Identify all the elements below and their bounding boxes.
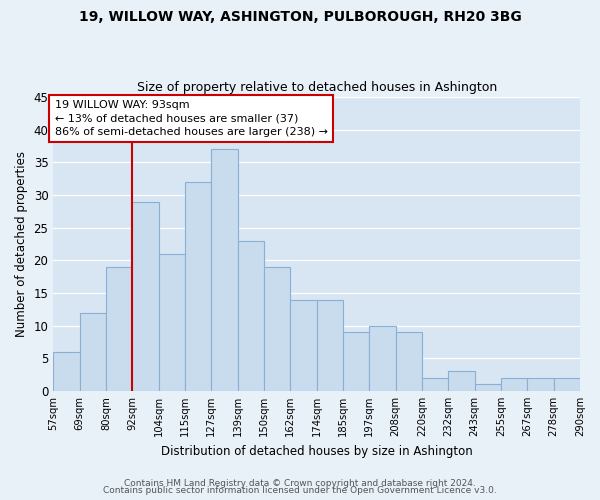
Y-axis label: Number of detached properties: Number of detached properties	[15, 151, 28, 337]
Bar	[158, 254, 185, 391]
Text: 19 WILLOW WAY: 93sqm
← 13% of detached houses are smaller (37)
86% of semi-detac: 19 WILLOW WAY: 93sqm ← 13% of detached h…	[55, 100, 328, 136]
Bar	[264, 267, 290, 391]
Bar	[53, 352, 80, 391]
Title: Size of property relative to detached houses in Ashington: Size of property relative to detached ho…	[137, 82, 497, 94]
Bar	[317, 300, 343, 391]
Text: 19, WILLOW WAY, ASHINGTON, PULBOROUGH, RH20 3BG: 19, WILLOW WAY, ASHINGTON, PULBOROUGH, R…	[79, 10, 521, 24]
Bar	[106, 267, 132, 391]
Bar	[501, 378, 527, 391]
Bar	[448, 372, 475, 391]
Bar	[211, 150, 238, 391]
Bar	[290, 300, 317, 391]
Bar	[238, 240, 264, 391]
Bar	[475, 384, 501, 391]
X-axis label: Distribution of detached houses by size in Ashington: Distribution of detached houses by size …	[161, 444, 473, 458]
Text: Contains HM Land Registry data © Crown copyright and database right 2024.: Contains HM Land Registry data © Crown c…	[124, 478, 476, 488]
Bar	[80, 312, 106, 391]
Bar	[395, 332, 422, 391]
Text: Contains public sector information licensed under the Open Government Licence v3: Contains public sector information licen…	[103, 486, 497, 495]
Bar	[370, 326, 395, 391]
Bar	[422, 378, 448, 391]
Bar	[132, 202, 158, 391]
Bar	[343, 332, 370, 391]
Bar	[554, 378, 580, 391]
Bar	[527, 378, 554, 391]
Bar	[185, 182, 211, 391]
